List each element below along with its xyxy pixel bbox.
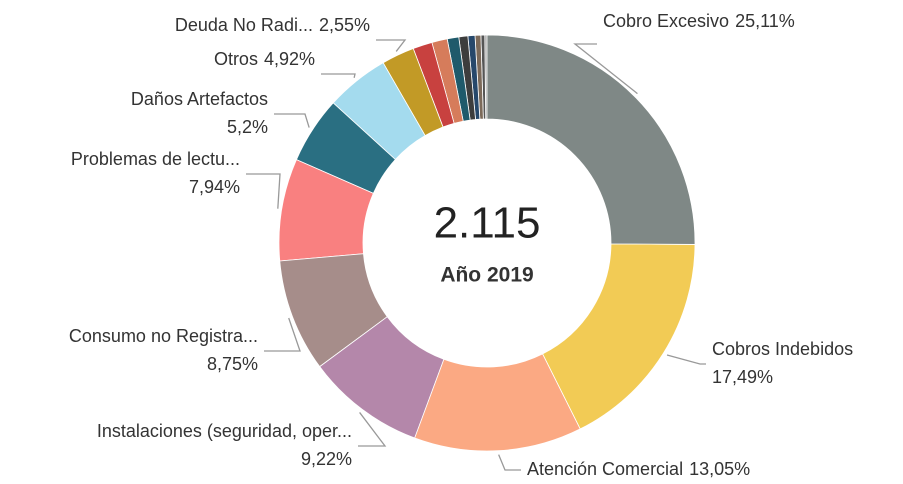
slice-label-value: 8,75% [207,354,258,374]
slice-label-value: 7,94% [189,177,240,197]
slice-label-name: Cobro Excesivo [603,11,729,31]
donut-slice [279,253,388,368]
slice-label-value: 2,55% [319,15,370,35]
donut-slice [458,35,476,121]
center-subtitle: Año 2019 [440,264,533,287]
leader-line [274,113,310,128]
donut-slice [382,48,444,137]
slice-label-name: Atención Comercial [527,459,683,479]
donut-slice [295,102,396,194]
slice-label: Deuda No Radi... 2,55% [175,15,370,35]
slice-label-value: 17,49% [712,367,773,387]
leader-line [321,73,356,78]
slice-label-name: Cobros Indebidos [712,339,853,359]
donut-slice [278,159,374,262]
donut-slice [446,36,471,122]
slice-label: Atención Comercial 13,05% [527,459,750,479]
donut-slice [332,62,426,161]
slice-label-name: Otros [214,49,258,69]
labels: Cobro Excesivo 25,11% Cobros Indebidos 17,4… [69,11,853,479]
leader-line [358,412,387,447]
leader-line [573,43,638,95]
slice-label-name: Problemas de lectu... [71,149,240,169]
slice-label: Cobro Excesivo 25,11% [603,11,795,31]
leader-line [498,454,521,471]
leader-line [246,173,281,209]
donut-slice [431,38,464,124]
slice-label-value: 5,2% [227,117,268,137]
slice-label: Otros 4,92% [214,49,315,69]
leader-line [666,354,706,365]
slice-label-name: Consumo no Registra... [69,326,258,346]
slice-label-name: Instalaciones (seguridad, oper... [97,421,352,441]
slice-label-value: 4,92% [264,49,315,69]
donut-slice [542,243,696,430]
slice-label-value: 13,05% [689,459,750,479]
slice-label-name: Daños Artefactos [131,89,268,109]
donut-slice [412,41,455,128]
leader-line [376,39,407,52]
slice-label-name: Deuda No Radi... [175,15,313,35]
slice-label-value: 25,11% [735,11,795,31]
center-value: 2.115 [434,199,541,248]
donut-slice [319,316,445,439]
donut-slice [486,34,696,245]
donut-slice [414,353,581,452]
leader-line [264,317,301,352]
slice-label-value: 9,22% [301,449,352,469]
